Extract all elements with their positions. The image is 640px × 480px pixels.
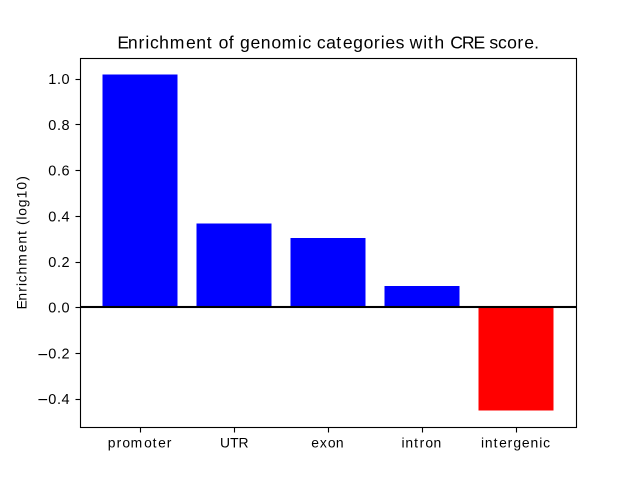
svg-text:intron: intron [402, 435, 442, 451]
svg-text:Enrichment of genomic categori: Enrichment of genomic categories with CR… [117, 33, 539, 53]
svg-text:Enrichment (log10): Enrichment (log10) [14, 176, 30, 309]
svg-text:UTR: UTR [220, 435, 249, 451]
svg-text:0.2: 0.2 [48, 347, 69, 363]
svg-text:exon: exon [311, 435, 343, 451]
svg-text:intergenic: intergenic [481, 435, 550, 451]
svg-text:1.0: 1.0 [48, 72, 69, 88]
svg-text:0.0: 0.0 [48, 301, 69, 317]
svg-text:0.4: 0.4 [48, 209, 69, 225]
svg-text:0.4: 0.4 [48, 392, 69, 408]
svg-text:0.8: 0.8 [48, 118, 69, 134]
svg-text:0.6: 0.6 [48, 164, 69, 180]
svg-text:promoter: promoter [108, 435, 172, 451]
svg-text:0.2: 0.2 [48, 255, 69, 271]
